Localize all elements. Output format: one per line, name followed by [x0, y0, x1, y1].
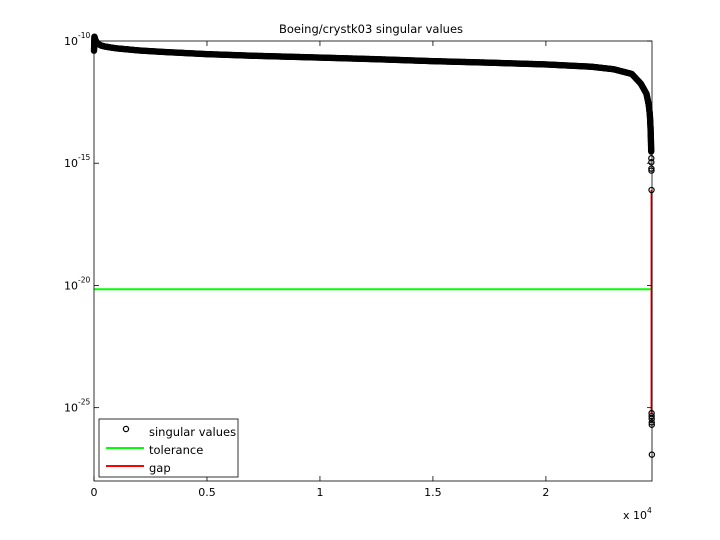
data-layer [90, 33, 656, 458]
x-multiplier-exponent: 4 [647, 506, 652, 515]
singular-value-point-725 [648, 155, 655, 162]
singular-value-point-727 [648, 165, 655, 172]
y-tick-base-0: 10 [64, 35, 78, 48]
y-tick-base-3: 10 [64, 402, 78, 415]
legend-label-singular-values: singular values [149, 425, 236, 439]
plot-area-frame [93, 40, 653, 482]
singular-value-point-728 [648, 167, 655, 174]
chart-title: Boeing/crystk03 singular values [279, 22, 463, 36]
y-tick-base-1: 10 [64, 157, 78, 170]
x-tick-label-3: 1.5 [424, 486, 442, 499]
y-tick-label-3: 10-25 [64, 398, 90, 415]
legend-marker-singular-values [122, 425, 130, 433]
y-tick-exponent-3: -25 [78, 398, 90, 407]
x-tick-label-0: 0 [91, 486, 98, 499]
y-tick-label-2: 10-20 [64, 275, 90, 292]
y-tick-exponent-1: -15 [78, 153, 90, 162]
legend: singular values tolerance gap [98, 418, 239, 478]
y-tick-base-2: 10 [64, 279, 78, 292]
singular-values-series [90, 33, 656, 458]
legend-label-gap: gap [149, 461, 171, 475]
x-tick-label-4: 2 [542, 486, 549, 499]
singular-value-point-724 [647, 148, 655, 155]
singular-value-point-726 [648, 159, 655, 166]
y-tick-label-1: 10-15 [64, 153, 90, 170]
singular-value-point-729 [648, 186, 655, 194]
x-multiplier-base: x 10 [623, 509, 647, 522]
y-tick-exponent-0: -10 [78, 31, 90, 40]
x-tick-label-2: 1 [316, 486, 323, 499]
x-multiplier-label: x 104 [623, 506, 652, 522]
legend-label-tolerance: tolerance [149, 443, 203, 457]
y-tick-label-0: 10-10 [64, 31, 90, 48]
x-tick-label-1: 0.5 [198, 486, 216, 499]
y-tick-exponent-2: -20 [78, 275, 90, 284]
